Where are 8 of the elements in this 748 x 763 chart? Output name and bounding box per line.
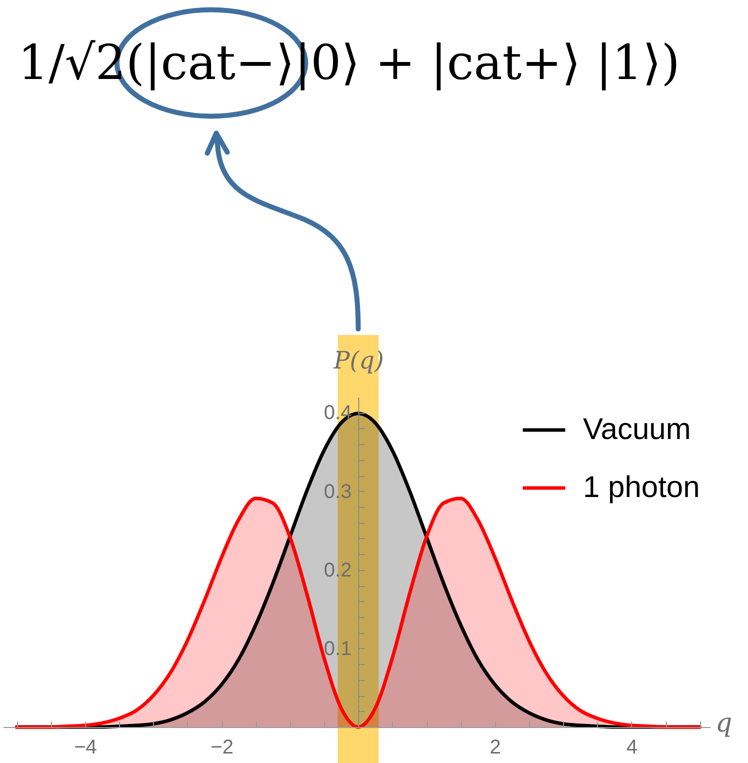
legend-label: 1 photon: [583, 471, 700, 504]
x-tick-label: −4: [74, 736, 97, 758]
x-tick-label: 2: [490, 736, 501, 758]
legend-label: Vacuum: [583, 413, 691, 446]
x-tick-label: 4: [626, 736, 638, 758]
y-tick-label: 0.4: [324, 402, 352, 424]
x-tick-label: −2: [210, 736, 234, 758]
x-axis-title: q: [716, 708, 732, 738]
